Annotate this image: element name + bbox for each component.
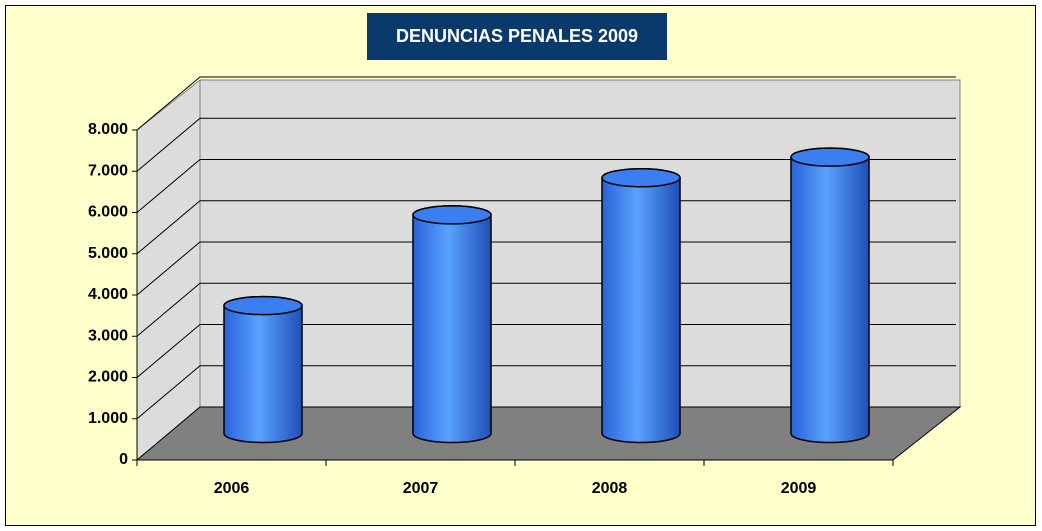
grid-line (136, 282, 956, 337)
bar-top (601, 168, 681, 188)
grid-line (136, 159, 956, 213)
bar-top (412, 205, 492, 225)
bar (601, 168, 681, 444)
y-tick-label: 1.000 (88, 410, 128, 427)
title-box (367, 13, 667, 60)
x-tick-label: 2006 (214, 480, 250, 497)
chart-title: DENUNCIAS PENALES 2009 (396, 26, 638, 46)
x-tick-label: 2008 (592, 480, 628, 497)
x-tick-label: 2007 (403, 480, 439, 497)
y-tick-label: 4.000 (88, 286, 128, 303)
x-tick-label: 2009 (781, 480, 817, 497)
y-tick-label: 0 (119, 451, 128, 468)
y-tick-label: 3.000 (88, 327, 128, 344)
y-tick-label: 7.000 (88, 162, 128, 179)
grid-line (136, 117, 956, 172)
bar (412, 205, 492, 444)
grid-line (136, 365, 956, 420)
bar (790, 147, 870, 444)
y-tick-label: 6.000 (88, 204, 128, 221)
grid-line (136, 200, 956, 255)
grid-line (136, 324, 956, 378)
y-tick-label: 5.000 (88, 245, 128, 262)
side-wall (136, 78, 201, 462)
grid-line (136, 241, 956, 296)
y-tick-label: 8.000 (88, 121, 128, 138)
bar (223, 295, 303, 444)
bar-top (223, 295, 303, 316)
grid-line (136, 76, 956, 131)
y-tick-label: 2.000 (88, 369, 128, 386)
bar-top (790, 147, 870, 167)
